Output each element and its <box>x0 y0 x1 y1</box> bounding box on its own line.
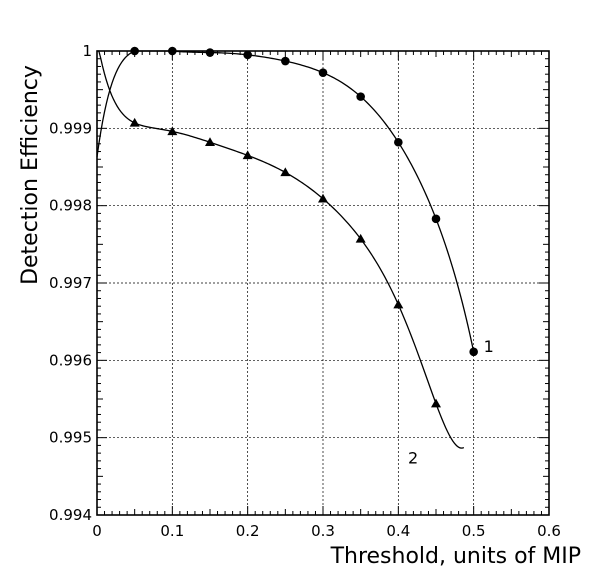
data-point-series-1 <box>318 68 328 77</box>
data-point-series-1 <box>394 137 403 147</box>
y-tick-label: 0.998 <box>49 197 92 215</box>
x-axis-label: Threshold, units of MIP <box>330 544 581 569</box>
y-tick-label: 0.995 <box>49 429 92 447</box>
y-tick-label: 0.994 <box>49 506 92 524</box>
fit-curve-series-2 <box>97 50 465 449</box>
data-point-series-2 <box>431 398 441 408</box>
grid <box>97 51 549 515</box>
series-label-1: 1 <box>484 337 494 356</box>
data-point-series-2 <box>167 126 178 136</box>
plot-frame <box>96 50 550 516</box>
data-point-series-2 <box>393 299 404 309</box>
data-point-series-1 <box>469 347 478 357</box>
x-tick-label: 0.1 <box>160 522 184 540</box>
x-tick-label: 0 <box>92 522 102 540</box>
data-point-series-1 <box>281 56 290 66</box>
tick-labels: 0 0.1 0.2 0.3 0.4 0.5 0.6 0.994 0.995 0.996 0.997 0… <box>49 42 561 540</box>
y-axis-label: Detection Efficiency <box>18 65 43 285</box>
y-tick-label: 0.996 <box>49 351 92 369</box>
curves <box>96 50 475 449</box>
x-tick-label: 0.5 <box>462 522 486 540</box>
data-point-series-1 <box>431 214 441 224</box>
data-markers <box>129 46 478 408</box>
y-tick-label: 1 <box>82 42 92 60</box>
x-tick-label: 0.6 <box>537 522 561 540</box>
x-tick-label: 0.3 <box>311 522 335 540</box>
data-point-series-2 <box>129 117 140 127</box>
series-label-2: 2 <box>408 449 418 468</box>
x-tick-label: 0.2 <box>236 522 260 540</box>
data-point-series-1 <box>356 92 365 101</box>
data-point-series-2 <box>205 137 215 147</box>
x-tick-label: 0.4 <box>386 522 410 540</box>
data-point-series-2 <box>242 150 253 160</box>
y-tick-label: 0.999 <box>49 119 92 137</box>
data-point-series-2 <box>355 233 366 243</box>
y-tick-label: 0.997 <box>49 274 92 292</box>
fit-curve-series-1 <box>96 50 475 352</box>
data-point-series-2 <box>318 193 328 203</box>
data-point-series-2 <box>280 167 291 177</box>
